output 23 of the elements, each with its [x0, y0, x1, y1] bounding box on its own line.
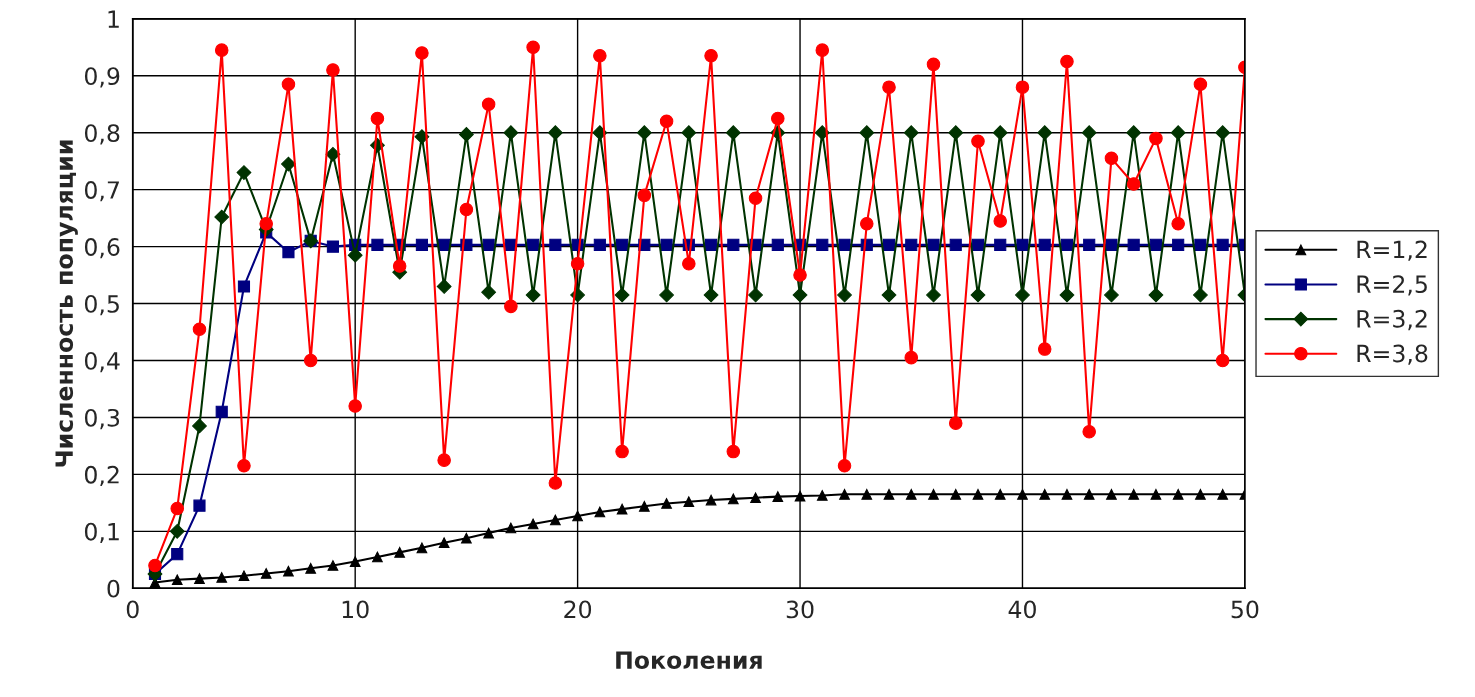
- x-tick-label: 50: [1231, 600, 1259, 619]
- y-tick-label: 0,5: [84, 294, 119, 316]
- legend-label: R=3,2: [1357, 309, 1427, 331]
- y-axis-title: Численность популяции: [55, 140, 78, 467]
- y-tick-label: 0,3: [84, 408, 120, 430]
- x-tick-label: 20: [564, 600, 592, 619]
- y-tick-label: 0,8: [84, 124, 120, 145]
- x-tick-label: 40: [1008, 600, 1036, 619]
- y-tick-label: 0,9: [84, 67, 120, 88]
- y-tick-label: 1: [108, 10, 119, 28]
- x-axis-title: Поколения: [616, 651, 762, 669]
- legend-label: R=2,5: [1357, 275, 1427, 296]
- legend-label: R=3,8: [1357, 344, 1428, 365]
- x-tick-label: 10: [342, 600, 369, 619]
- y-tick-label: 0: [107, 579, 120, 598]
- y-tick-label: 0,2: [84, 465, 119, 487]
- x-tick-label: 30: [786, 600, 814, 619]
- y-tick-label: 0,6: [84, 238, 120, 259]
- y-tick-label: 0,1: [84, 522, 119, 544]
- x-tick-label: 0: [126, 600, 139, 619]
- y-tick-label: 0,4: [84, 351, 120, 373]
- legend-label: R=1,2: [1357, 240, 1427, 261]
- y-tick-label: 0,7: [84, 181, 119, 202]
